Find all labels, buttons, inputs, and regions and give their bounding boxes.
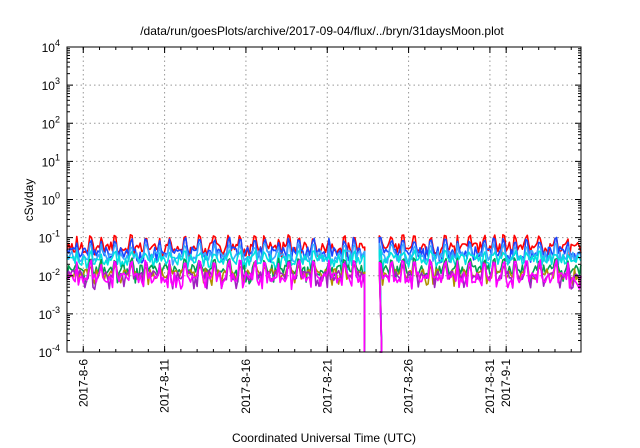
series-olive-line	[378, 262, 582, 353]
grid	[67, 47, 581, 352]
x-tick-label: 2017-8-31	[483, 359, 497, 414]
x-tick-label: 2017-8-26	[402, 359, 416, 414]
series-magenta-line	[66, 259, 366, 353]
y-tick-label: 101	[42, 152, 60, 169]
y-tick-label: 104	[42, 38, 60, 55]
series-magenta-line	[378, 258, 582, 353]
y-tick-label: 10-2	[39, 267, 60, 284]
y-tick-label: 100	[42, 191, 60, 208]
y-tick-label: 103	[42, 76, 60, 93]
y-axis-label: cSv/day	[22, 179, 36, 222]
y-tick-label: 10-1	[39, 229, 60, 246]
x-tick-label: 2017-8-21	[320, 359, 334, 414]
x-tick-label: 2017-8-6	[76, 359, 90, 407]
x-tick-label: 2017-8-11	[158, 359, 172, 413]
x-tick-label: 2017-8-16	[239, 359, 253, 414]
chart-title: /data/run/goesPlots/archive/2017-09-04/f…	[140, 24, 504, 38]
y-axis: 10-4 10-3 10-2 10-1 100 101 102 103 104	[39, 38, 581, 360]
y-tick-label: 10-3	[39, 305, 60, 322]
x-axis-label: Coordinated Universal Time (UTC)	[232, 431, 416, 445]
y-tick-label: 10-4	[39, 343, 60, 360]
x-tick-label: 2017-9-1	[499, 359, 513, 407]
series-cyan-line	[66, 249, 366, 353]
x-axis: 2017-8-6 2017-8-11 2017-8-16 2017-8-21 2017-…	[66, 47, 572, 414]
series-red-line	[378, 234, 582, 353]
series-layer	[66, 234, 582, 353]
series-cyan-line	[378, 249, 582, 353]
y-tick-label: 102	[42, 114, 60, 131]
